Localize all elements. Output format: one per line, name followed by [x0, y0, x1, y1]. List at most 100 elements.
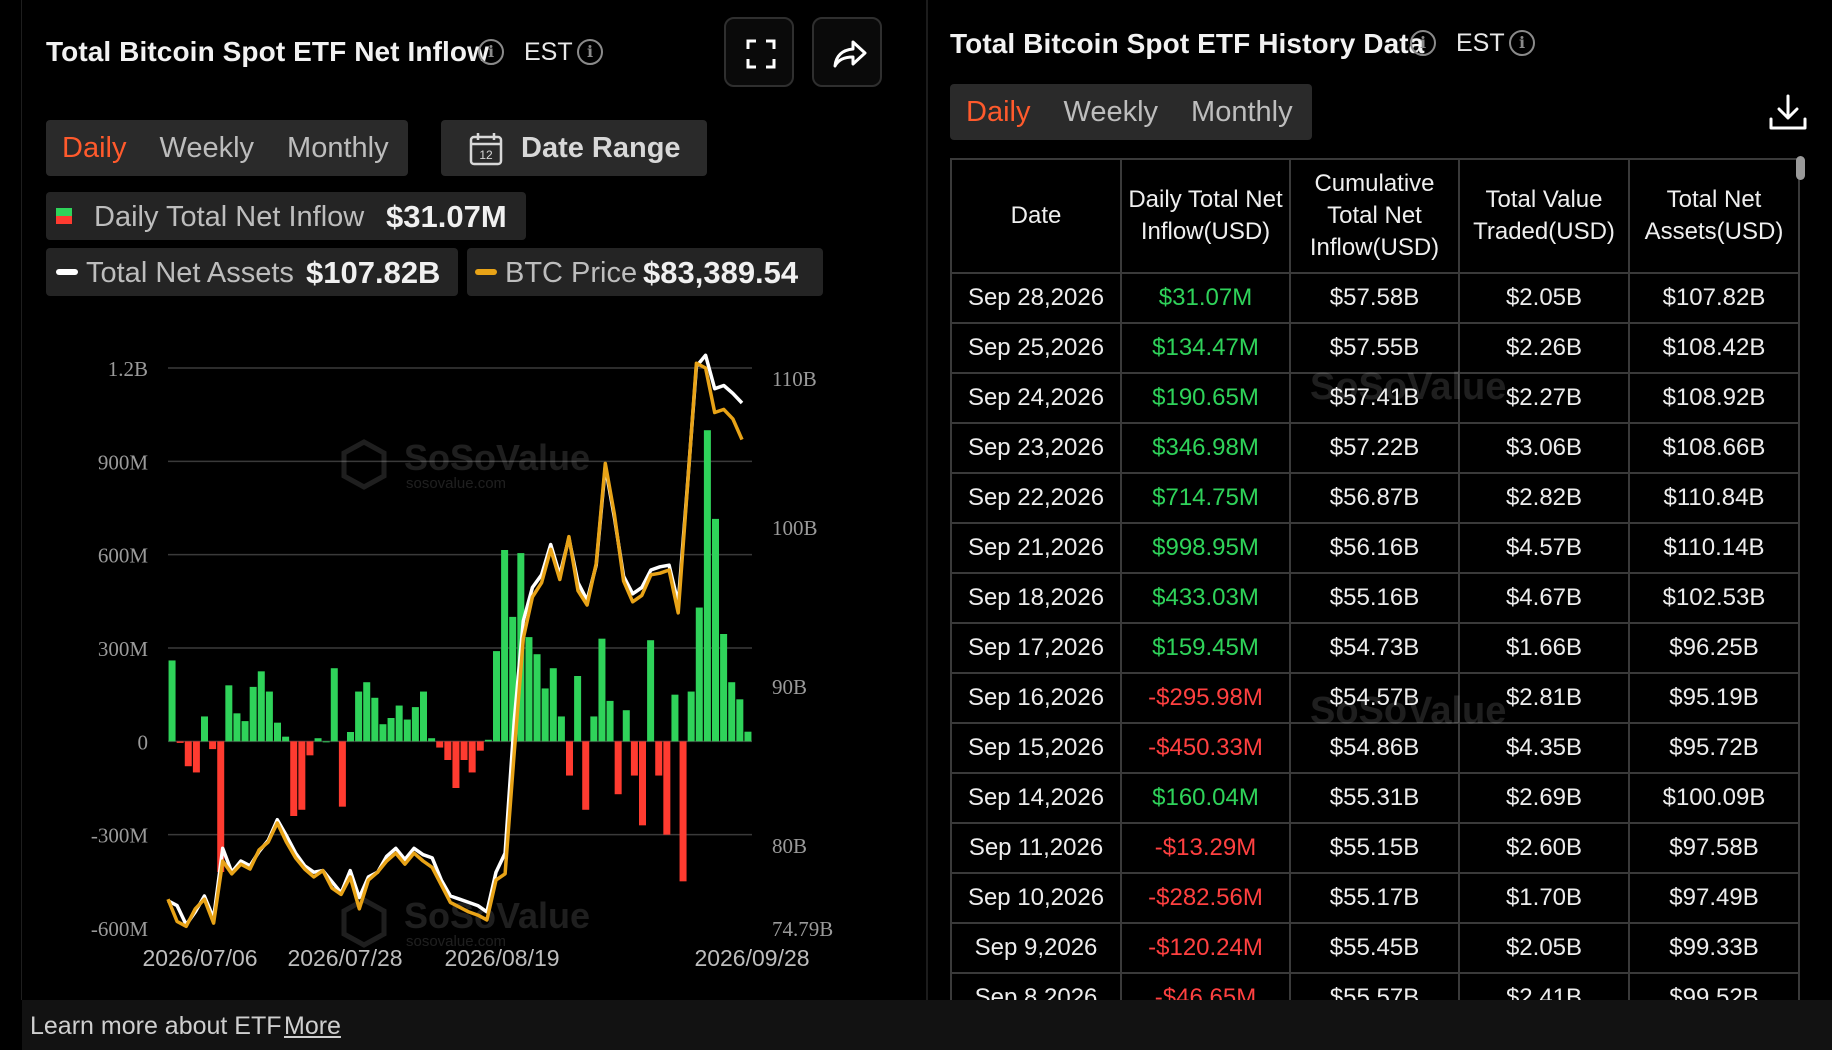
- table-row[interactable]: Sep 9,2026 -$120.24M $55.45B $2.05B $99.33B: [950, 922, 1800, 974]
- column-header-value-traded[interactable]: Total Value Traded(USD): [1458, 158, 1630, 274]
- table-tab-daily[interactable]: Daily: [966, 95, 1031, 128]
- inflow-bar: [687, 691, 695, 742]
- column-header-cumulative-inflow[interactable]: Cumulative Total Net Inflow(USD): [1289, 158, 1460, 274]
- cell-value-traded: $4.35B: [1458, 722, 1630, 774]
- inflow-bar: [241, 721, 249, 742]
- column-header-daily-inflow[interactable]: Daily Total Net Inflow(USD): [1120, 158, 1291, 274]
- inflow-bar: [403, 719, 411, 742]
- cell-daily-inflow: -$13.29M: [1120, 822, 1291, 874]
- cell-cumulative-inflow: $55.15B: [1289, 822, 1460, 874]
- x-tick: 2026/08/19: [444, 945, 559, 971]
- y-left-tick: 0: [138, 730, 149, 754]
- watermark-logo-icon: [341, 439, 387, 490]
- legend-btc-label: BTC Price: [505, 257, 638, 289]
- inflow-bar: [265, 691, 273, 742]
- table-row[interactable]: Sep 24,2026 $190.65M $57.41B $2.27B $108.92B: [950, 372, 1800, 424]
- tab-weekly[interactable]: Weekly: [159, 131, 255, 164]
- tab-daily[interactable]: Daily: [62, 131, 127, 164]
- inflow-bar: [484, 739, 492, 742]
- cell-value-traded: $2.60B: [1458, 822, 1630, 874]
- tab-monthly[interactable]: Monthly: [287, 131, 389, 164]
- table-row[interactable]: Sep 17,2026 $159.45M $54.73B $1.66B $96.25B: [950, 622, 1800, 674]
- table-row[interactable]: Sep 10,2026 -$282.56M $55.17B $1.70B $97.49B: [950, 872, 1800, 924]
- table-scrollbar[interactable]: [1796, 156, 1805, 180]
- footer-more-link[interactable]: More: [284, 1012, 341, 1040]
- cell-net-assets: $97.58B: [1628, 822, 1800, 874]
- calendar-day: 12: [479, 148, 493, 162]
- cell-value-traded: $2.69B: [1458, 772, 1630, 824]
- table-row[interactable]: Sep 11,2026 -$13.29M $55.15B $2.60B $97.58B: [950, 822, 1800, 874]
- column-header-date[interactable]: Date: [950, 158, 1122, 274]
- cell-cumulative-inflow: $55.45B: [1289, 922, 1460, 974]
- fullscreen-button[interactable]: [724, 17, 794, 87]
- table-watermark-top: SoSoValue: [1310, 366, 1507, 408]
- inflow-bar: [322, 741, 330, 743]
- y-left-tick: -300M: [91, 824, 148, 848]
- table-row[interactable]: Sep 21,2026 $998.95M $56.16B $4.57B $110.14B: [950, 522, 1800, 574]
- download-icon[interactable]: [1768, 92, 1808, 132]
- watermark-text: SoSoValue: [404, 437, 590, 478]
- table-tab-monthly[interactable]: Monthly: [1191, 95, 1293, 128]
- cell-date: Sep 24,2026: [950, 372, 1122, 424]
- cell-cumulative-inflow: $56.16B: [1289, 522, 1460, 574]
- info-icon[interactable]: i: [478, 39, 504, 65]
- cell-cumulative-inflow: $57.55B: [1289, 322, 1460, 374]
- y-left-tick: 900M: [98, 450, 149, 474]
- watermark-logo-icon: [341, 897, 387, 948]
- cell-date: Sep 17,2026: [950, 622, 1122, 674]
- table-tab-weekly[interactable]: Weekly: [1063, 95, 1159, 128]
- table-row[interactable]: Sep 22,2026 $714.75M $56.87B $2.82B $110.84B: [950, 472, 1800, 524]
- history-table: Date Daily Total Net Inflow(USD) Cumulat…: [950, 158, 1800, 1000]
- inflow-bar: [420, 691, 427, 742]
- table-row[interactable]: Sep 16,2026 -$295.98M $54.57B $2.81B $95.19B: [950, 672, 1800, 724]
- inflow-bar: [468, 741, 476, 773]
- inflow-bar: [663, 741, 671, 835]
- table-row[interactable]: Sep 14,2026 $160.04M $55.31B $2.69B $100.09B: [950, 772, 1800, 824]
- inflow-bar: [598, 638, 606, 742]
- cell-net-assets: $110.14B: [1628, 522, 1800, 574]
- cell-net-assets: $107.82B: [1628, 272, 1800, 324]
- btc-price-line: [166, 361, 744, 929]
- cell-net-assets: $99.33B: [1628, 922, 1800, 974]
- inflow-bar: [736, 699, 744, 742]
- table-row[interactable]: Sep 15,2026 -$450.33M $54.86B $4.35B $95.72B: [950, 722, 1800, 774]
- cell-net-assets: $95.19B: [1628, 672, 1800, 724]
- table-row[interactable]: Sep 8,2026 -$46.65M $55.57B $2.41B $99.52B: [950, 972, 1800, 1000]
- cell-daily-inflow: $159.45M: [1120, 622, 1291, 674]
- inflow-bar: [290, 741, 298, 816]
- cell-cumulative-inflow: $56.87B: [1289, 472, 1460, 524]
- date-range-button[interactable]: 12 Date Range: [441, 120, 707, 176]
- table-row[interactable]: Sep 28,2026 $31.07M $57.58B $2.05B $107.82B: [950, 272, 1800, 324]
- inflow-bar: [452, 741, 460, 788]
- inflow-bar: [590, 716, 598, 742]
- legend-inflow[interactable]: Daily Total Net Inflow $31.07M: [46, 192, 526, 240]
- cell-daily-inflow: $190.65M: [1120, 372, 1291, 424]
- cell-daily-inflow: $346.98M: [1120, 422, 1291, 474]
- cell-daily-inflow: -$450.33M: [1120, 722, 1291, 774]
- legend-btc[interactable]: BTC Price $83,389.54: [467, 248, 823, 296]
- column-header-net-assets[interactable]: Total Net Assets(USD): [1628, 158, 1800, 274]
- cell-date: Sep 11,2026: [950, 822, 1122, 874]
- cell-cumulative-inflow: $55.17B: [1289, 872, 1460, 924]
- assets-line-icon: [56, 269, 78, 275]
- inflow-swatch-icon: [56, 208, 72, 224]
- cell-date: Sep 21,2026: [950, 522, 1122, 574]
- cell-cumulative-inflow: $55.57B: [1289, 972, 1460, 1000]
- table-timezone-info-icon[interactable]: i: [1509, 30, 1535, 56]
- table-info-icon[interactable]: i: [1410, 30, 1436, 56]
- history-table-viewport[interactable]: Date Daily Total Net Inflow(USD) Cumulat…: [940, 150, 1804, 1000]
- table-row[interactable]: Sep 18,2026 $433.03M $55.16B $4.67B $102.53B: [950, 572, 1800, 624]
- legend-assets[interactable]: Total Net Assets $107.82B: [46, 248, 458, 296]
- y-left-tick: 1.2B: [108, 357, 148, 381]
- table-row[interactable]: Sep 25,2026 $134.47M $57.55B $2.26B $108.42B: [950, 322, 1800, 374]
- net-inflow-chart[interactable]: 1.2B 900M 600M 300M 0 -300M -600M 110B 100B 90B 80…: [0, 0, 924, 1000]
- y-right-tick: 100B: [772, 516, 818, 540]
- inflow-bar: [549, 668, 557, 742]
- timezone-info-icon[interactable]: i: [577, 39, 603, 65]
- table-row[interactable]: Sep 23,2026 $346.98M $57.22B $3.06B $108.66B: [950, 422, 1800, 474]
- inflow-bar: [476, 741, 484, 751]
- share-button[interactable]: [812, 17, 882, 87]
- inflow-bar: [728, 682, 736, 742]
- inflow-bar: [314, 738, 322, 742]
- cell-date: Sep 28,2026: [950, 272, 1122, 324]
